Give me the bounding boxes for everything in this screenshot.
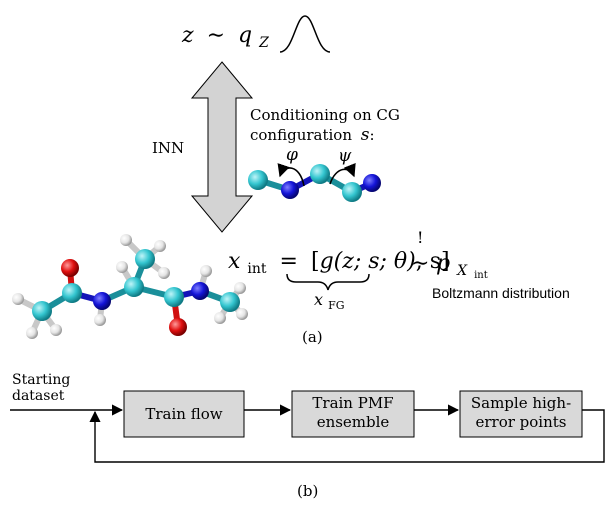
cg-atom-5 (363, 174, 381, 192)
train-pmf-line-1: Train PMF (312, 394, 393, 412)
gaussian-curve-icon (279, 15, 331, 53)
cg-atom-1 (248, 170, 268, 190)
panel-b: Starting dataset Train flow Train PMF en… (10, 372, 605, 500)
oxygen-atom (61, 259, 79, 277)
distributed-as-tilde: ∼ (411, 251, 429, 276)
carbon-atom (135, 249, 155, 269)
psi-rotation-arrow (329, 162, 356, 185)
hydrogen-atom (12, 293, 24, 305)
boltzmann-label: Boltzmann distribution (432, 285, 570, 301)
main-equation: x int = [g(z; s; θ), s] (228, 249, 450, 279)
cg-atom-2 (281, 181, 299, 199)
cg-molecule (248, 164, 381, 202)
conditioning-line-1: Conditioning on CG (250, 106, 400, 124)
hydrogen-atom (94, 314, 106, 326)
hydrogen-atom (234, 282, 246, 294)
carbon-atom (220, 292, 240, 312)
hydrogen-atom (26, 327, 38, 339)
starting-dataset-line-1: Starting (12, 372, 70, 388)
sample-high-error-line-1: Sample high- (471, 394, 571, 412)
sample-high-error-line-2: error points (475, 413, 566, 431)
hydrogen-atom (236, 308, 248, 320)
carbon-atom (32, 301, 52, 321)
target-distribution: p X int (436, 251, 488, 281)
hydrogen-atom (116, 261, 128, 273)
hydrogen-atom (50, 324, 62, 336)
train-flow-box (123, 390, 245, 438)
carbon-atom (62, 283, 82, 303)
nitrogen-atom (93, 292, 111, 310)
brace-label: x FG (314, 290, 345, 312)
hydrogen-atom (200, 265, 212, 277)
caption-b: (b) (297, 482, 318, 500)
hydrogen-atom (154, 240, 166, 252)
starting-dataset-line-2: dataset (12, 388, 65, 404)
train-flow-label: Train flow (145, 405, 222, 423)
phi-label: φ (286, 145, 298, 165)
oxygen-atom (169, 318, 187, 336)
sample-high-error-box (459, 390, 583, 438)
feedback-loop-arrow (89, 409, 605, 463)
carbon-atom (164, 287, 184, 307)
panel-a: z ∼ q Z INN Conditioning on CG configura… (12, 15, 570, 346)
carbon-atom (124, 277, 144, 297)
phi-rotation-arrow (277, 163, 305, 187)
hydrogen-atom (214, 312, 226, 324)
equality-bang: ! (417, 228, 423, 247)
inn-label: INN (152, 139, 184, 157)
inn-double-arrow (190, 61, 254, 233)
all-atom-molecule (12, 234, 248, 339)
conditioning-line-2: configuration s: (250, 125, 375, 145)
cg-atom-4 (342, 182, 362, 202)
caption-a: (a) (302, 328, 323, 346)
psi-label: ψ (338, 146, 352, 166)
nitrogen-atom (191, 282, 209, 300)
train-pmf-line-2: ensemble (317, 413, 390, 431)
hydrogen-atom (158, 267, 170, 279)
latent-distribution-label: z ∼ q Z (181, 23, 269, 51)
underbrace (286, 273, 370, 291)
cg-atom-3 (310, 164, 330, 184)
hydrogen-atom (120, 234, 132, 246)
train-pmf-ensemble-box (291, 390, 415, 438)
